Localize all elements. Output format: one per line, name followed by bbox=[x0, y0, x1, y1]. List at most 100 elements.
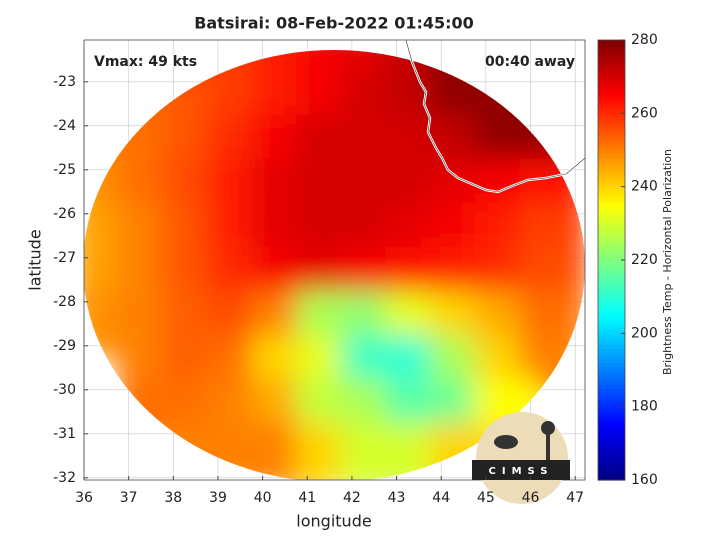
colorbar-step bbox=[598, 329, 625, 334]
colorbar-tick-label: 180 bbox=[631, 399, 658, 415]
colorbar-step bbox=[598, 190, 625, 195]
colorbar-step bbox=[598, 183, 625, 188]
colorbar-step bbox=[598, 476, 625, 481]
colorbar-step bbox=[598, 142, 625, 147]
colorbar-step bbox=[598, 201, 625, 206]
colorbar-step bbox=[598, 109, 625, 114]
colorbar-step bbox=[598, 234, 625, 239]
colorbar-step bbox=[598, 392, 625, 397]
colorbar-step bbox=[598, 120, 625, 125]
colorbar-step bbox=[598, 179, 625, 184]
colorbar-step bbox=[598, 373, 625, 378]
x-axis-label: longitude bbox=[296, 512, 371, 531]
colorbar-step bbox=[598, 175, 625, 180]
colorbar-step bbox=[598, 131, 625, 136]
colorbar-step bbox=[598, 241, 625, 246]
swath-cell bbox=[519, 70, 585, 137]
colorbar-step bbox=[598, 318, 625, 323]
colorbar-step bbox=[598, 443, 625, 448]
colorbar-step bbox=[598, 65, 625, 70]
colorbar-step bbox=[598, 212, 625, 217]
x-tick-label: 41 bbox=[298, 490, 316, 506]
colorbar-step bbox=[598, 124, 625, 129]
colorbar-step bbox=[598, 285, 625, 290]
colorbar-tick-label: 240 bbox=[631, 179, 658, 195]
y-tick-label: -28 bbox=[53, 294, 76, 310]
colorbar-step bbox=[598, 384, 625, 389]
colorbar-step bbox=[598, 168, 625, 173]
colorbar-tick-label: 280 bbox=[631, 32, 658, 48]
colorbar-step bbox=[598, 465, 625, 470]
colorbar-step bbox=[598, 186, 625, 191]
colorbar-step bbox=[598, 208, 625, 213]
colorbar-step bbox=[598, 249, 625, 254]
colorbar-step bbox=[598, 238, 625, 243]
colorbar-step bbox=[598, 274, 625, 279]
colorbar-step bbox=[598, 153, 625, 158]
colorbar: 160 180 200 220 240 260 280 bbox=[597, 32, 658, 488]
colorbar-step bbox=[598, 399, 625, 404]
axes-frame bbox=[83, 39, 586, 481]
x-tick-label: 36 bbox=[75, 490, 93, 506]
x-tick-label: 38 bbox=[164, 490, 182, 506]
colorbar-step bbox=[598, 340, 625, 345]
colorbar-step bbox=[598, 296, 625, 301]
y-tick-label: -29 bbox=[53, 338, 76, 354]
colorbar-step bbox=[598, 417, 625, 422]
x-tick-label: 42 bbox=[343, 490, 361, 506]
colorbar-step bbox=[598, 322, 625, 327]
colorbar-tick-label: 160 bbox=[631, 472, 658, 488]
colorbar-step bbox=[598, 454, 625, 459]
colorbar-step bbox=[598, 157, 625, 162]
x-tick-label: 40 bbox=[254, 490, 272, 506]
colorbar-step bbox=[598, 458, 625, 463]
x-tick-label: 43 bbox=[388, 490, 406, 506]
colorbar-tick-label: 220 bbox=[631, 252, 658, 268]
logo-tower-leg bbox=[546, 432, 550, 460]
colorbar-step bbox=[598, 425, 625, 430]
colorbar-step bbox=[598, 282, 625, 287]
logo-dish bbox=[494, 435, 518, 449]
colorbar-step bbox=[598, 439, 625, 444]
logo-band bbox=[472, 460, 570, 480]
colorbar-step bbox=[598, 432, 625, 437]
colorbar-step bbox=[598, 62, 625, 67]
logo-disk bbox=[476, 412, 568, 504]
colorbar-step bbox=[598, 172, 625, 177]
colorbar-step bbox=[598, 256, 625, 261]
colorbar-step bbox=[598, 307, 625, 312]
colorbar-tick-label: 260 bbox=[631, 105, 658, 121]
colorbar-step bbox=[598, 98, 625, 103]
colorbar-step bbox=[598, 381, 625, 386]
colorbar-step bbox=[598, 351, 625, 356]
colorbar-step bbox=[598, 337, 625, 342]
colorbar-step bbox=[598, 164, 625, 169]
x-tick-label: 46 bbox=[522, 490, 540, 506]
colorbar-step bbox=[598, 348, 625, 353]
colorbar-step bbox=[598, 263, 625, 268]
colorbar-step bbox=[598, 216, 625, 221]
x-tick-label: 37 bbox=[120, 490, 138, 506]
colorbar-step bbox=[598, 80, 625, 85]
colorbar-step bbox=[598, 406, 625, 411]
colorbar-step bbox=[598, 304, 625, 309]
colorbar-step bbox=[598, 395, 625, 400]
colorbar-step bbox=[598, 326, 625, 331]
colorbar-step bbox=[598, 150, 625, 155]
x-tick-label: 39 bbox=[209, 490, 227, 506]
colorbar-step bbox=[598, 223, 625, 228]
colorbar-step bbox=[598, 315, 625, 320]
colorbar-step bbox=[598, 469, 625, 474]
y-tick-label: -32 bbox=[53, 470, 76, 486]
colorbar-step bbox=[598, 230, 625, 235]
colorbar-step bbox=[598, 54, 625, 59]
coastline-edge bbox=[405, 40, 585, 193]
y-tick-label: -27 bbox=[53, 250, 76, 266]
colorbar-step bbox=[598, 113, 625, 118]
colorbar-tick-label: 200 bbox=[631, 325, 658, 341]
colorbar-step bbox=[598, 245, 625, 250]
colorbar-step bbox=[598, 333, 625, 338]
colorbar-step bbox=[598, 311, 625, 316]
colorbar-step bbox=[598, 135, 625, 140]
colorbar-step bbox=[598, 84, 625, 89]
